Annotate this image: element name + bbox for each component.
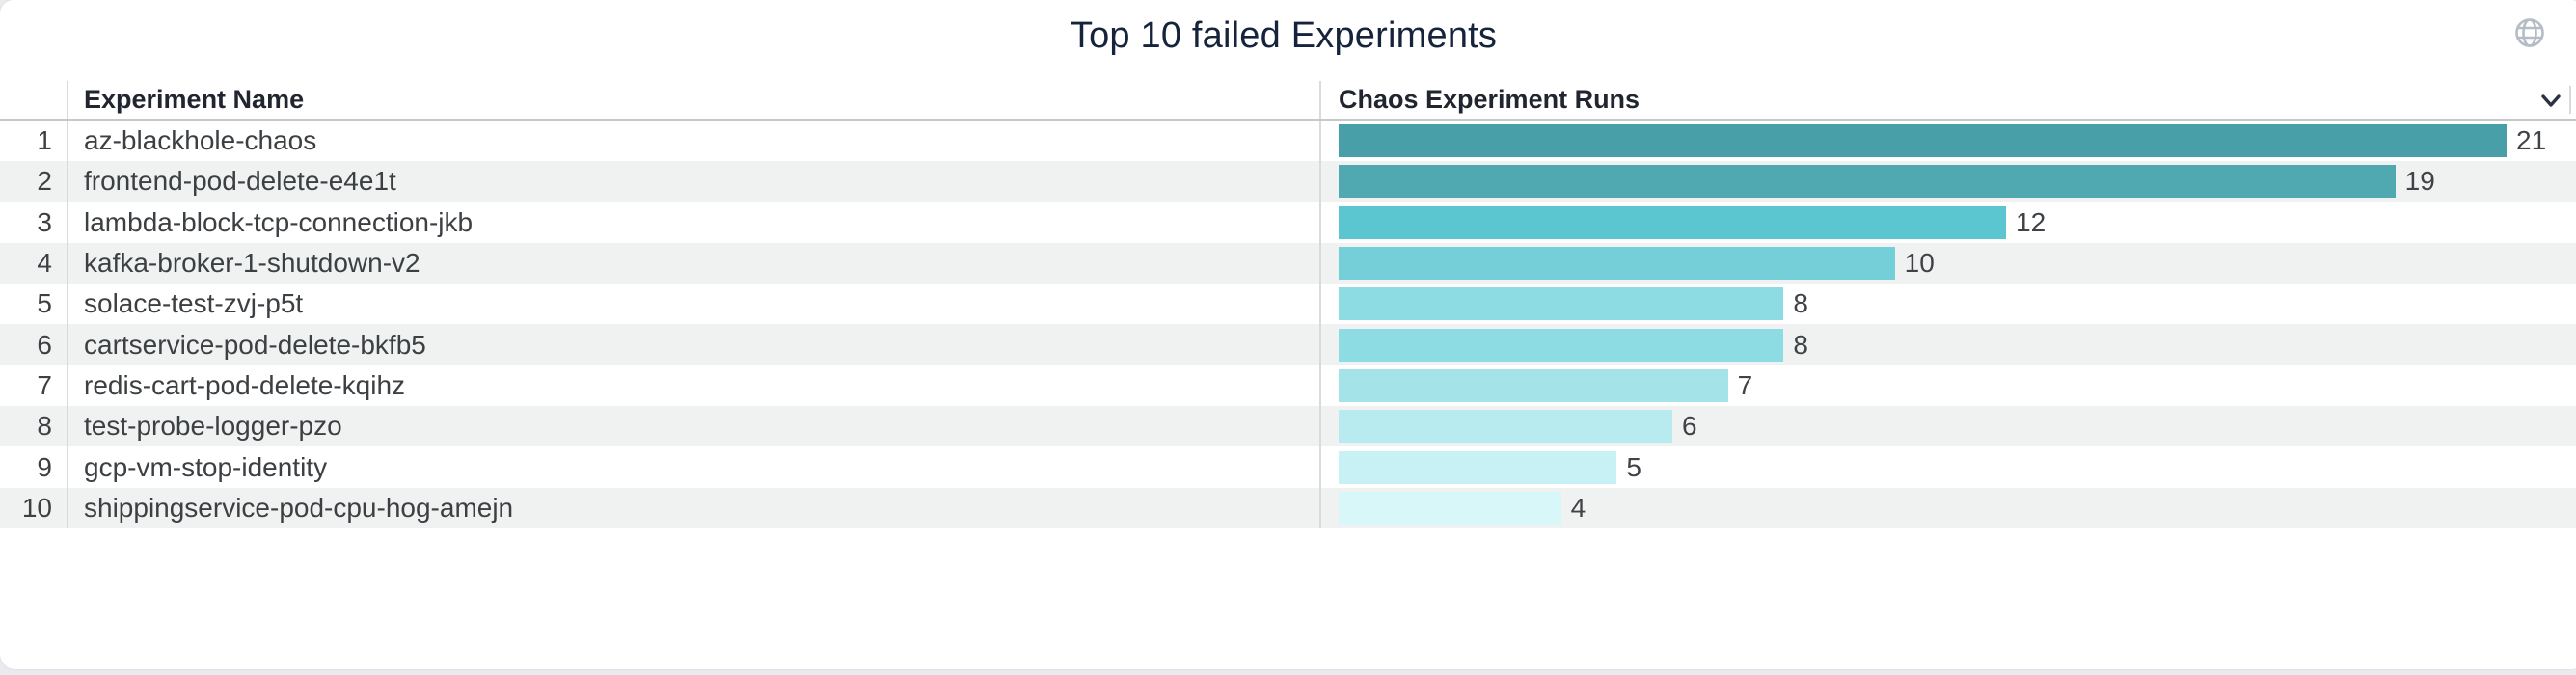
table-row: 4 kafka-broker-1-shutdown-v2 10 <box>0 242 2576 284</box>
runs-bar-cell: 12 <box>1321 202 2576 243</box>
runs-bar-cell: 6 <box>1321 406 2576 446</box>
table-row: 1 az-blackhole-chaos 21 <box>0 121 2576 162</box>
row-index: 4 <box>0 242 68 284</box>
row-index: 9 <box>0 446 68 488</box>
experiment-name-header-label: Experiment Name <box>84 85 305 114</box>
runs-bar-cell: 8 <box>1321 324 2576 364</box>
chevron-down-icon[interactable] <box>2539 89 2562 112</box>
runs-value-label: 8 <box>1793 329 1808 360</box>
runs-bar-cell: 19 <box>1321 161 2576 202</box>
runs-bar-cell: 21 <box>1321 121 2576 161</box>
column-header-experiment-name[interactable]: Experiment Name <box>68 81 1321 119</box>
experiment-name-cell: test-probe-logger-pzo <box>68 406 1321 447</box>
experiment-name-cell: az-blackhole-chaos <box>68 121 1321 162</box>
index-column-header <box>0 81 68 119</box>
runs-bar[interactable] <box>1339 287 1784 321</box>
runs-bar[interactable] <box>1339 165 2396 199</box>
table-row: 7 redis-cart-pod-delete-kqihz 7 <box>0 364 2576 407</box>
runs-bar[interactable] <box>1339 328 1784 362</box>
runs-bar[interactable] <box>1339 410 1672 444</box>
runs-bar-cell: 5 <box>1321 446 2576 487</box>
experiment-name-cell: gcp-vm-stop-identity <box>68 446 1321 488</box>
table-row: 9 gcp-vm-stop-identity 5 <box>0 446 2576 488</box>
row-index: 1 <box>0 121 68 162</box>
panel-header: Top 10 failed Experiments <box>0 0 2576 81</box>
runs-value-label: 12 <box>2016 206 2047 237</box>
table-body: 1 az-blackhole-chaos 21 2 frontend-pod-delet… <box>0 121 2576 528</box>
row-index: 8 <box>0 406 68 447</box>
runs-bar[interactable] <box>1339 124 2507 158</box>
runs-bar[interactable] <box>1339 205 2006 239</box>
row-index: 2 <box>0 161 68 202</box>
runs-value-label: 21 <box>2516 125 2547 156</box>
experiment-name-cell: cartservice-pod-delete-bkfb5 <box>68 324 1321 365</box>
table-row: 10 shippingservice-pod-cpu-hog-amejn 4 <box>0 487 2576 528</box>
runs-bar[interactable] <box>1339 368 1728 402</box>
experiment-name-cell: lambda-block-tcp-connection-jkb <box>68 202 1321 243</box>
runs-bar-cell: 8 <box>1321 284 2576 324</box>
column-header-chaos-experiment-runs[interactable]: Chaos Experiment Runs <box>1321 81 2576 119</box>
row-index: 6 <box>0 324 68 365</box>
row-index: 10 <box>0 487 68 528</box>
runs-bar[interactable] <box>1339 247 1895 281</box>
runs-value-label: 4 <box>1570 492 1586 523</box>
chaos-runs-header-label: Chaos Experiment Runs <box>1339 85 1641 114</box>
row-index: 7 <box>0 364 68 407</box>
runs-bar[interactable] <box>1339 491 1561 525</box>
header-right-divider <box>2569 86 2571 114</box>
runs-value-label: 8 <box>1793 288 1808 319</box>
table-header-row: Experiment Name Chaos Experiment Runs <box>0 81 2576 121</box>
runs-value-label: 19 <box>2404 166 2435 197</box>
runs-bar-cell: 4 <box>1321 488 2576 528</box>
table-row: 2 frontend-pod-delete-e4e1t 19 <box>0 161 2576 202</box>
experiment-name-cell: solace-test-zvj-p5t <box>68 284 1321 325</box>
globe-icon <box>2513 16 2546 49</box>
runs-value-label: 7 <box>1737 369 1753 400</box>
experiment-name-cell: redis-cart-pod-delete-kqihz <box>68 364 1321 407</box>
runs-bar[interactable] <box>1339 450 1617 484</box>
table-row: 6 cartservice-pod-delete-bkfb5 8 <box>0 324 2576 365</box>
row-index: 5 <box>0 284 68 325</box>
row-index: 3 <box>0 202 68 243</box>
runs-value-label: 10 <box>1904 248 1935 279</box>
panel-title: Top 10 failed Experiments <box>1070 15 1498 56</box>
experiment-name-cell: shippingservice-pod-cpu-hog-amejn <box>68 487 1321 528</box>
table-row: 8 test-probe-logger-pzo 6 <box>0 406 2576 447</box>
experiment-name-cell: frontend-pod-delete-e4e1t <box>68 161 1321 202</box>
runs-value-label: 6 <box>1682 411 1697 442</box>
runs-value-label: 5 <box>1626 451 1641 482</box>
runs-bar-cell: 7 <box>1321 365 2576 406</box>
table-row: 3 lambda-block-tcp-connection-jkb 12 <box>0 202 2576 243</box>
table-row: 5 solace-test-zvj-p5t 8 <box>0 284 2576 325</box>
experiment-name-cell: kafka-broker-1-shutdown-v2 <box>68 242 1321 284</box>
runs-bar-cell: 10 <box>1321 243 2576 284</box>
